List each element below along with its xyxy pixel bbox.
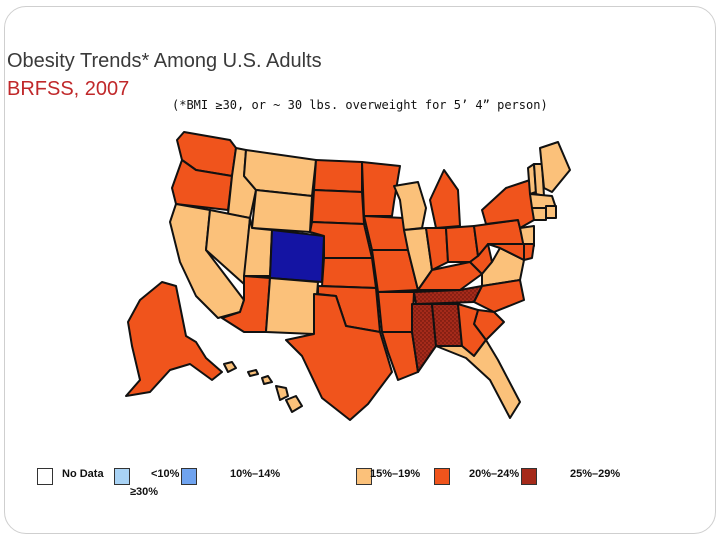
state-nm xyxy=(265,277,319,335)
legend-label: 25%–29% xyxy=(570,468,621,480)
legend-swatch xyxy=(521,468,537,485)
legend-swatch xyxy=(37,468,53,485)
state-hi xyxy=(223,361,303,413)
slide-title: Obesity Trends* Among U.S. Adults xyxy=(7,50,322,72)
state-al xyxy=(431,303,463,347)
legend-swatch xyxy=(114,468,130,485)
state-wy xyxy=(251,189,313,233)
state-me xyxy=(539,141,571,193)
state-mn xyxy=(361,161,401,217)
state-ny xyxy=(481,179,535,229)
state-fl xyxy=(435,339,521,419)
legend-swatch xyxy=(434,468,450,485)
slide-frame xyxy=(4,6,716,534)
legend-label: <10% xyxy=(151,468,180,480)
state-mi xyxy=(429,169,461,229)
state-oh xyxy=(445,225,479,263)
legend-label: No Data xyxy=(62,468,104,480)
legend-swatch xyxy=(356,468,372,485)
legend-swatch xyxy=(181,468,197,485)
state-nc xyxy=(473,279,525,313)
state-mt xyxy=(243,149,317,197)
state-ar xyxy=(377,291,415,333)
state-nd xyxy=(313,159,363,193)
state-la xyxy=(381,331,419,381)
state-ri xyxy=(545,205,557,219)
bmi-footnote: (*BMI ≥30, or ~ 30 lbs. overweight for 5… xyxy=(172,98,548,112)
slide-subtitle-year: BRFSS, 2007 xyxy=(7,78,130,100)
state-tx xyxy=(285,293,393,421)
legend-label: ≥30% xyxy=(130,486,159,498)
state-co xyxy=(269,229,325,283)
state-sd xyxy=(311,189,365,225)
state-ia xyxy=(363,215,409,251)
state-de xyxy=(523,243,535,261)
legend-label: 10%–14% xyxy=(230,468,281,480)
legend-label: 15%–19% xyxy=(370,468,421,480)
state-ak xyxy=(125,281,223,397)
state-wv xyxy=(469,243,493,275)
legend-label: 20%–24% xyxy=(469,468,520,480)
state-ms xyxy=(411,303,437,373)
state-ks xyxy=(321,257,377,289)
state-ct xyxy=(531,207,547,221)
